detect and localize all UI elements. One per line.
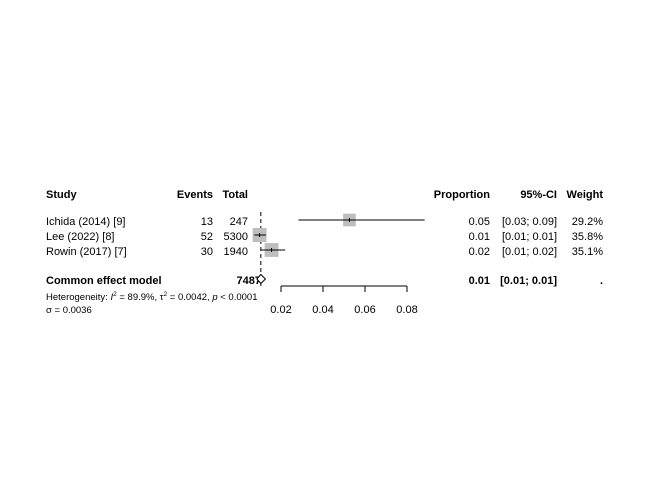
study-proportion: 0.05 bbox=[469, 216, 490, 228]
header-ci: 95%-CI bbox=[520, 189, 557, 201]
summary-proportion: 0.01 bbox=[469, 275, 490, 287]
header-weight: Weight bbox=[567, 189, 604, 201]
study-proportion: 0.02 bbox=[469, 246, 490, 258]
heterogeneity-text: Heterogeneity: I2 = 89.9%, τ2 = 0.0042, … bbox=[46, 291, 258, 303]
study-total: 5300 bbox=[224, 231, 248, 243]
summary-weight: . bbox=[600, 275, 603, 287]
study-marks bbox=[253, 214, 425, 257]
tau2-value: = 0.0042, bbox=[167, 292, 212, 303]
study-events: 30 bbox=[201, 246, 213, 258]
study-ci: [0.03; 0.09] bbox=[502, 216, 557, 228]
x-tick-label: 0.06 bbox=[354, 304, 375, 316]
study-name: Ichida (2014) [9] bbox=[46, 216, 126, 228]
study-weight: 35.8% bbox=[572, 231, 603, 243]
study-weight: 29.2% bbox=[572, 216, 603, 228]
study-ci: [0.01; 0.01] bbox=[502, 231, 557, 243]
study-row: Lee (2022) [8] 52 5300 0.01 [0.01; 0.01]… bbox=[46, 231, 603, 243]
x-axis: 0.02 0.04 0.06 0.08 bbox=[270, 286, 417, 316]
header-total: Total bbox=[223, 189, 248, 201]
header-events: Events bbox=[177, 189, 213, 201]
study-total: 1940 bbox=[224, 246, 248, 258]
study-row: Rowin (2017) [7] 30 1940 0.02 [0.01; 0.0… bbox=[46, 246, 603, 258]
summary-ci: [0.01; 0.01] bbox=[500, 275, 557, 287]
study-proportion: 0.01 bbox=[469, 231, 490, 243]
summary-name: Common effect model bbox=[46, 275, 162, 287]
study-name: Lee (2022) [8] bbox=[46, 231, 115, 243]
header-proportion: Proportion bbox=[434, 189, 490, 201]
x-tick-label: 0.04 bbox=[312, 304, 333, 316]
sigma-text: σ = 0.0036 bbox=[46, 305, 92, 316]
heterogeneity-prefix: Heterogeneity: bbox=[46, 292, 110, 303]
study-ci: [0.01; 0.02] bbox=[502, 246, 557, 258]
study-row: Ichida (2014) [9] 13 247 0.05 [0.03; 0.0… bbox=[46, 216, 603, 228]
study-events: 52 bbox=[201, 231, 213, 243]
summary-row: Common effect model 7487 0.01 [0.01; 0.0… bbox=[46, 275, 603, 287]
study-weight: 35.1% bbox=[572, 246, 603, 258]
summary-total: 7487 bbox=[237, 275, 261, 287]
header-study: Study bbox=[46, 189, 77, 201]
p-value: < 0.0001 bbox=[218, 292, 258, 303]
i2-value: = 89.9%, bbox=[117, 292, 160, 303]
x-tick-label: 0.08 bbox=[396, 304, 417, 316]
study-events: 13 bbox=[201, 216, 213, 228]
study-name: Rowin (2017) [7] bbox=[46, 246, 127, 258]
x-tick-label: 0.02 bbox=[270, 304, 291, 316]
study-total: 247 bbox=[230, 216, 248, 228]
